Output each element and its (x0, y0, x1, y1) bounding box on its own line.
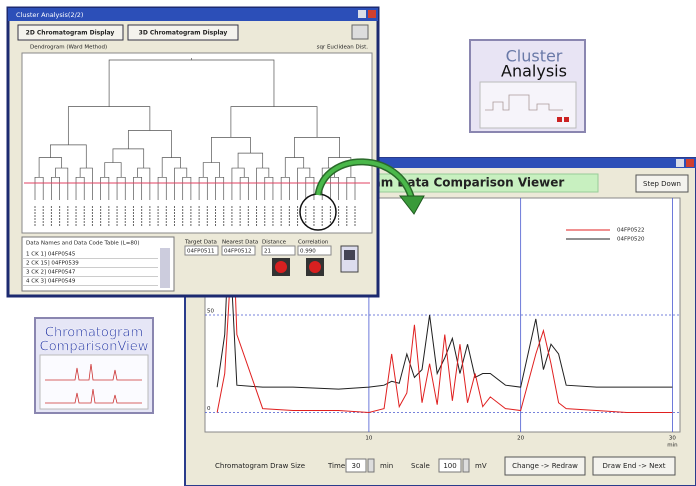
scrollbar[interactable] (160, 248, 170, 288)
field-label: Target Data (184, 240, 217, 246)
cluster-thumbnail[interactable]: Cluster Analysis (470, 40, 585, 132)
table-row: 1 CK 1] 04FP0545 (26, 252, 76, 258)
icon-glyph (344, 250, 355, 260)
table-row: 3 CK 2] 04FP0547 (26, 270, 76, 276)
red-button-light (309, 261, 321, 273)
field-value: 04FP0511 (187, 249, 214, 255)
close-button[interactable] (686, 159, 694, 167)
scale-value: 100 (443, 462, 456, 470)
window-button[interactable] (358, 10, 366, 18)
time-unit: min (380, 462, 393, 470)
window-button[interactable] (676, 159, 684, 167)
thumb-sketch (557, 117, 562, 122)
chromatogram-thumbnail[interactable]: Chromatogram ComparisonView (35, 318, 153, 413)
field-value: 04FP0512 (224, 249, 251, 255)
print-icon[interactable] (352, 25, 368, 39)
y-tick-label: 50 (207, 309, 214, 315)
distance-label: sqr Euclidean Dist. (317, 45, 369, 51)
thumb-title: Chromatogram (45, 326, 143, 341)
x-tick-label: 30 (669, 436, 676, 442)
thumb-image (40, 355, 148, 409)
button-label: 2D Chromatogram Display (26, 30, 115, 37)
dendrogram-panel (22, 53, 372, 233)
scale-label: Scale (411, 462, 430, 470)
legend-label: 04FP0520 (617, 237, 645, 243)
x-tick-label: 10 (365, 436, 372, 442)
button-label: Change -> Redraw (512, 462, 578, 470)
thumb-title: ComparisonView (40, 340, 149, 355)
thumb-title: Analysis (501, 62, 567, 81)
button-label: Step Down (643, 180, 681, 188)
thumb-sketch (564, 117, 569, 122)
cluster-window: Cluster Analysis(2/2) 2D Chromatogram Di… (8, 8, 378, 296)
field-label: Correlation (298, 240, 329, 246)
x-axis-label: min (667, 443, 678, 449)
spinner[interactable] (368, 459, 374, 472)
x-tick-label: 20 (517, 436, 524, 442)
time-value: 30 (352, 462, 361, 470)
field-value: 0.990 (300, 249, 316, 255)
field-label: Nearest Data (222, 240, 258, 246)
legend-label: 04FP0522 (617, 228, 644, 234)
page: Chromatogram Data Comparison Viewer Step… (0, 0, 696, 486)
scale-unit: mV (475, 462, 487, 470)
button-label: Draw End -> Next (603, 462, 666, 470)
table-row: 2 CK 15] 04FP0539 (26, 261, 79, 267)
dendrogram-title: Dendrogram (Ward Method) (30, 45, 107, 51)
field-label: Distance (262, 240, 287, 246)
close-button[interactable] (368, 10, 376, 18)
field-value: 21 (264, 249, 271, 255)
window-title: Cluster Analysis(2/2) (16, 11, 83, 19)
screenshot: Chromatogram Data Comparison Viewer Step… (0, 0, 696, 486)
table-row: 4 CK 3] 04FP0549 (26, 279, 76, 285)
y-tick-label: 0 (207, 406, 211, 412)
draw-size-label: Chromatogram Draw Size (215, 462, 305, 470)
table-title: Data Names and Data Code Table (L=80) (26, 241, 139, 247)
red-button-light (275, 261, 287, 273)
spinner[interactable] (463, 459, 469, 472)
time-label: Time (327, 462, 345, 470)
button-label: 3D Chromatogram Display (139, 30, 228, 37)
